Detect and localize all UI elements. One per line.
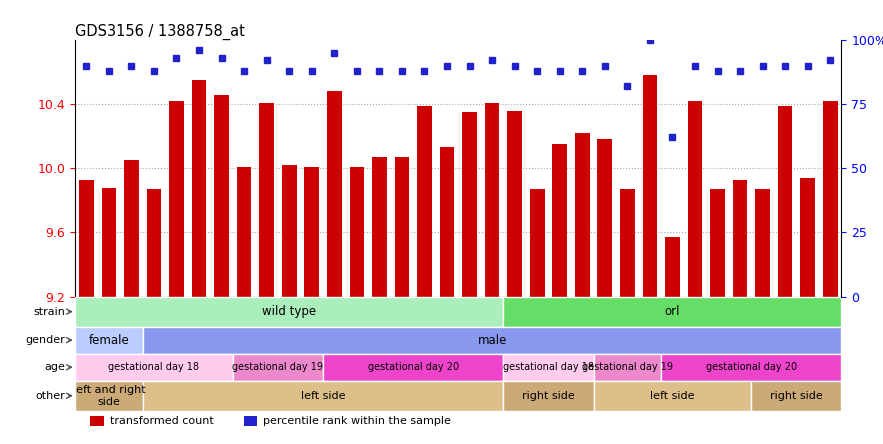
Bar bbox=[305, 166, 319, 297]
Bar bbox=[503, 297, 841, 327]
Text: wild type: wild type bbox=[262, 305, 316, 318]
Text: age: age bbox=[44, 362, 65, 372]
Text: male: male bbox=[478, 333, 507, 347]
Bar bbox=[575, 133, 590, 297]
Bar bbox=[417, 106, 432, 297]
Bar bbox=[282, 165, 297, 297]
Bar bbox=[215, 95, 229, 297]
Bar bbox=[147, 189, 162, 297]
Bar bbox=[823, 101, 838, 297]
Bar bbox=[620, 189, 635, 297]
Bar bbox=[503, 354, 593, 381]
Bar bbox=[170, 101, 184, 297]
Bar bbox=[125, 160, 139, 297]
Text: gestational day 18: gestational day 18 bbox=[109, 362, 200, 372]
Bar bbox=[508, 111, 522, 297]
Text: GDS3156 / 1388758_at: GDS3156 / 1388758_at bbox=[75, 24, 245, 40]
Bar bbox=[244, 416, 258, 426]
Bar bbox=[75, 381, 143, 411]
Bar bbox=[800, 178, 815, 297]
Bar bbox=[233, 354, 323, 381]
Bar bbox=[395, 157, 409, 297]
Bar bbox=[75, 354, 233, 381]
Text: right side: right side bbox=[770, 391, 823, 401]
Bar bbox=[688, 101, 702, 297]
Bar bbox=[733, 179, 747, 297]
Text: percentile rank within the sample: percentile rank within the sample bbox=[263, 416, 450, 426]
Bar bbox=[778, 106, 792, 297]
Bar bbox=[485, 103, 500, 297]
Bar bbox=[440, 147, 455, 297]
Bar bbox=[530, 189, 545, 297]
Bar bbox=[593, 354, 661, 381]
Text: gestational day 20: gestational day 20 bbox=[706, 362, 796, 372]
Bar bbox=[643, 75, 657, 297]
Bar bbox=[143, 381, 503, 411]
Text: female: female bbox=[88, 333, 129, 347]
Bar bbox=[755, 189, 770, 297]
Text: left and right
side: left and right side bbox=[72, 385, 145, 407]
Text: gestational day 18: gestational day 18 bbox=[503, 362, 594, 372]
Text: left side: left side bbox=[301, 391, 345, 401]
Bar bbox=[372, 157, 387, 297]
Bar bbox=[350, 166, 364, 297]
Bar bbox=[462, 112, 477, 297]
Bar bbox=[710, 189, 725, 297]
Bar bbox=[102, 187, 117, 297]
Text: right side: right side bbox=[522, 391, 575, 401]
Bar bbox=[75, 327, 143, 354]
Text: gestational day 19: gestational day 19 bbox=[582, 362, 673, 372]
Text: transformed count: transformed count bbox=[109, 416, 214, 426]
Text: gestational day 19: gestational day 19 bbox=[232, 362, 323, 372]
Text: orl: orl bbox=[665, 305, 680, 318]
Bar bbox=[79, 179, 94, 297]
Text: gestational day 20: gestational day 20 bbox=[367, 362, 459, 372]
Bar bbox=[751, 381, 841, 411]
Text: other: other bbox=[35, 391, 65, 401]
Bar bbox=[192, 80, 207, 297]
Bar bbox=[661, 354, 841, 381]
Text: gender: gender bbox=[26, 335, 65, 345]
Text: strain: strain bbox=[34, 307, 65, 317]
Bar bbox=[90, 416, 104, 426]
Bar bbox=[260, 103, 274, 297]
Bar bbox=[593, 381, 751, 411]
Bar bbox=[237, 166, 252, 297]
Bar bbox=[75, 297, 503, 327]
Text: left side: left side bbox=[650, 391, 695, 401]
Bar bbox=[503, 381, 593, 411]
Bar bbox=[665, 237, 680, 297]
Bar bbox=[327, 91, 342, 297]
Bar bbox=[598, 139, 612, 297]
Bar bbox=[553, 144, 567, 297]
Bar bbox=[323, 354, 503, 381]
